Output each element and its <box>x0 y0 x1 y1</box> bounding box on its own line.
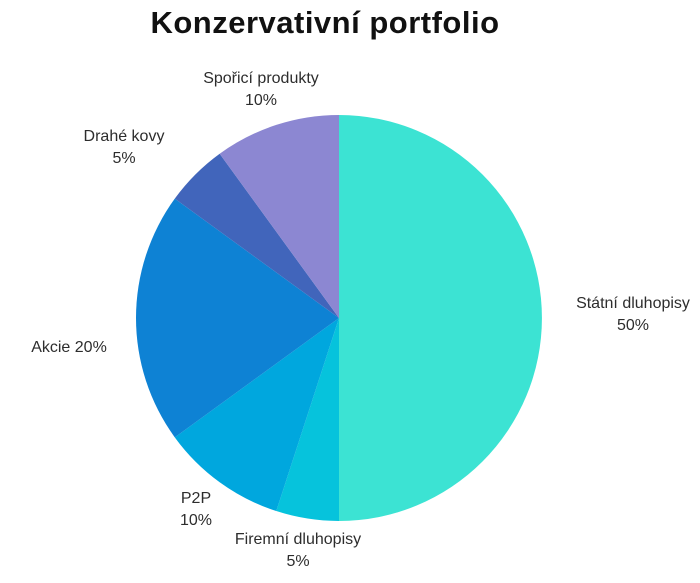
chart-title: Konzervativní portfolio <box>150 5 500 40</box>
label-sporici-produkty-pct: 10% <box>244 92 278 109</box>
label-firemni-dluhopisy-name: Firemní dluhopisy <box>234 531 362 548</box>
label-p2p: P2P 10% <box>96 488 296 532</box>
label-sporici-produkty-name: Spořicí produkty <box>203 70 319 87</box>
label-sporici-produkty: Spořicí produkty 10% <box>161 68 361 112</box>
label-drahe-kovy-pct: 5% <box>112 150 136 167</box>
label-drahe-kovy-name: Drahé kovy <box>83 128 165 145</box>
label-drahe-kovy: Drahé kovy 5% <box>24 126 224 170</box>
pie-slice-3 <box>136 198 339 438</box>
label-firemni-dluhopisy-pct: 5% <box>286 553 310 570</box>
pie-slice-4 <box>174 153 339 318</box>
label-firemni-dluhopisy: Firemní dluhopisy 5% <box>198 529 398 573</box>
pie-slice-5 <box>219 115 339 318</box>
label-statni-dluhopisy: Státní dluhopisy 50% <box>543 293 700 337</box>
pie-slice-2 <box>174 318 339 512</box>
label-statni-dluhopisy-pct: 50% <box>616 317 650 334</box>
pie-slice-1 <box>276 318 339 521</box>
pie-slice-0 <box>339 115 542 521</box>
label-p2p-name: P2P <box>180 490 212 507</box>
label-akcie-name: Akcie 20% <box>31 339 107 356</box>
label-statni-dluhopisy-name: Státní dluhopisy <box>576 295 690 312</box>
label-akcie: Akcie 20% <box>0 337 138 359</box>
label-p2p-pct: 10% <box>179 512 213 529</box>
